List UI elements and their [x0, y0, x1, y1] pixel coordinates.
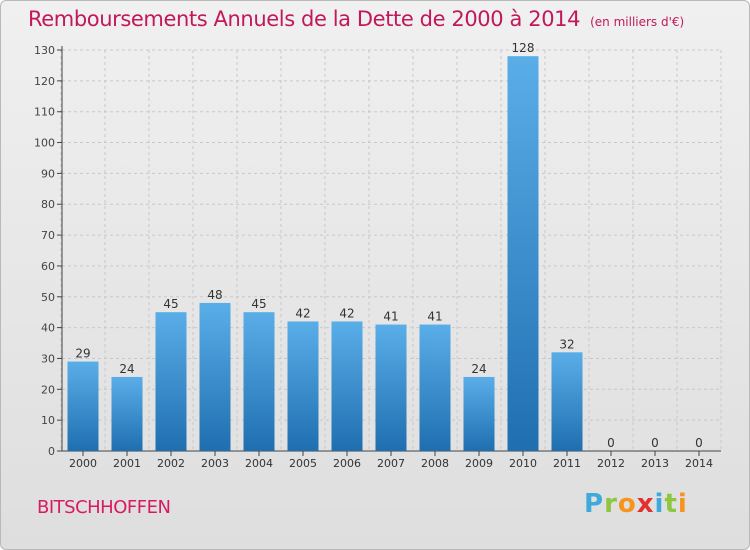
- y-tick-label: 120: [34, 75, 55, 88]
- data-label-2002: 45: [163, 297, 178, 311]
- y-tick-label: 110: [34, 106, 55, 119]
- bar-2007: [375, 324, 407, 451]
- x-tick-label-2008: 2008: [421, 457, 449, 470]
- data-label-2001: 24: [119, 362, 134, 376]
- y-tick-label: 20: [41, 383, 55, 396]
- bar-2004: [243, 312, 275, 451]
- bars: [67, 56, 583, 452]
- y-tick-label: 70: [41, 229, 55, 242]
- x-tick-label-2005: 2005: [289, 457, 317, 470]
- data-label-2003: 48: [207, 288, 222, 302]
- logo-letter: o: [617, 489, 637, 519]
- bar-2002: [155, 312, 187, 451]
- data-label-2004: 45: [251, 297, 266, 311]
- commune-name: BITSCHHOFFEN: [37, 497, 171, 518]
- logo-letter: i: [654, 489, 665, 519]
- data-labels: 29 24 45 48 45 42 42 41 41 24 128 32 0 0 0: [75, 41, 702, 450]
- data-label-2007: 41: [383, 310, 398, 324]
- title-row: Remboursements Annuels de la Dette de 20…: [28, 7, 684, 31]
- chart-title: Remboursements Annuels de la Dette de 20…: [28, 7, 581, 31]
- data-label-2012: 0: [607, 436, 615, 450]
- data-label-2008: 41: [427, 310, 442, 324]
- bar-2008: [419, 324, 451, 451]
- bar-2003: [199, 302, 231, 451]
- x-tick-label-2013: 2013: [641, 457, 669, 470]
- x-tick-label-2010: 2010: [509, 457, 537, 470]
- x-tick-label-2009: 2009: [465, 457, 493, 470]
- logo-letter: i: [677, 489, 688, 519]
- y-tick-label: 40: [41, 322, 55, 335]
- y-tick-label: 0: [48, 445, 55, 458]
- data-label-2000: 29: [75, 347, 90, 361]
- y-tick-label: 30: [41, 352, 55, 365]
- data-label-2009: 24: [471, 362, 486, 376]
- data-label-2013: 0: [651, 436, 659, 450]
- proxiti-logo: Proxiti: [584, 489, 688, 519]
- x-tick-label-2014: 2014: [685, 457, 713, 470]
- y-tick-label: 50: [41, 291, 55, 304]
- data-label-2005: 42: [295, 306, 310, 320]
- logo-letter: x: [636, 489, 655, 519]
- bar-2011: [551, 352, 583, 451]
- y-tick-label: 100: [34, 137, 55, 150]
- logo-letter: r: [604, 489, 618, 519]
- data-label-2014: 0: [695, 436, 703, 450]
- x-tick-label-2000: 2000: [69, 457, 97, 470]
- x-tick-label-2002: 2002: [157, 457, 185, 470]
- x-tick-label-2012: 2012: [597, 457, 625, 470]
- bar-2010: [507, 56, 539, 452]
- x-tick-label-2006: 2006: [333, 457, 361, 470]
- bar-2000: [67, 361, 99, 451]
- y-tick-label: 80: [41, 198, 55, 211]
- bar-2009: [463, 376, 495, 451]
- y-tick-label: 60: [41, 260, 55, 273]
- logo-letter: P: [584, 489, 605, 519]
- bar-2006: [331, 321, 363, 451]
- x-tick-label-2011: 2011: [553, 457, 581, 470]
- x-tick-label-2004: 2004: [245, 457, 273, 470]
- y-tick-label: 10: [41, 414, 55, 427]
- data-label-2010: 128: [512, 41, 535, 55]
- x-tick-label-2003: 2003: [201, 457, 229, 470]
- data-label-2006: 42: [339, 306, 354, 320]
- chart-subtitle: (en milliers d'€): [590, 15, 685, 29]
- tick-labels: 0 10 20 30 40 50 60 70 80 90 100 110 120 130 2000 2001 2…: [34, 44, 713, 470]
- x-tick-label-2007: 2007: [377, 457, 405, 470]
- y-tick-label: 130: [34, 44, 55, 57]
- logo-letter: t: [664, 489, 678, 519]
- x-tick-label-2001: 2001: [113, 457, 141, 470]
- data-label-2011: 32: [559, 337, 574, 351]
- bar-2001: [111, 376, 143, 451]
- y-tick-label: 90: [41, 167, 55, 180]
- bar-2005: [287, 321, 319, 451]
